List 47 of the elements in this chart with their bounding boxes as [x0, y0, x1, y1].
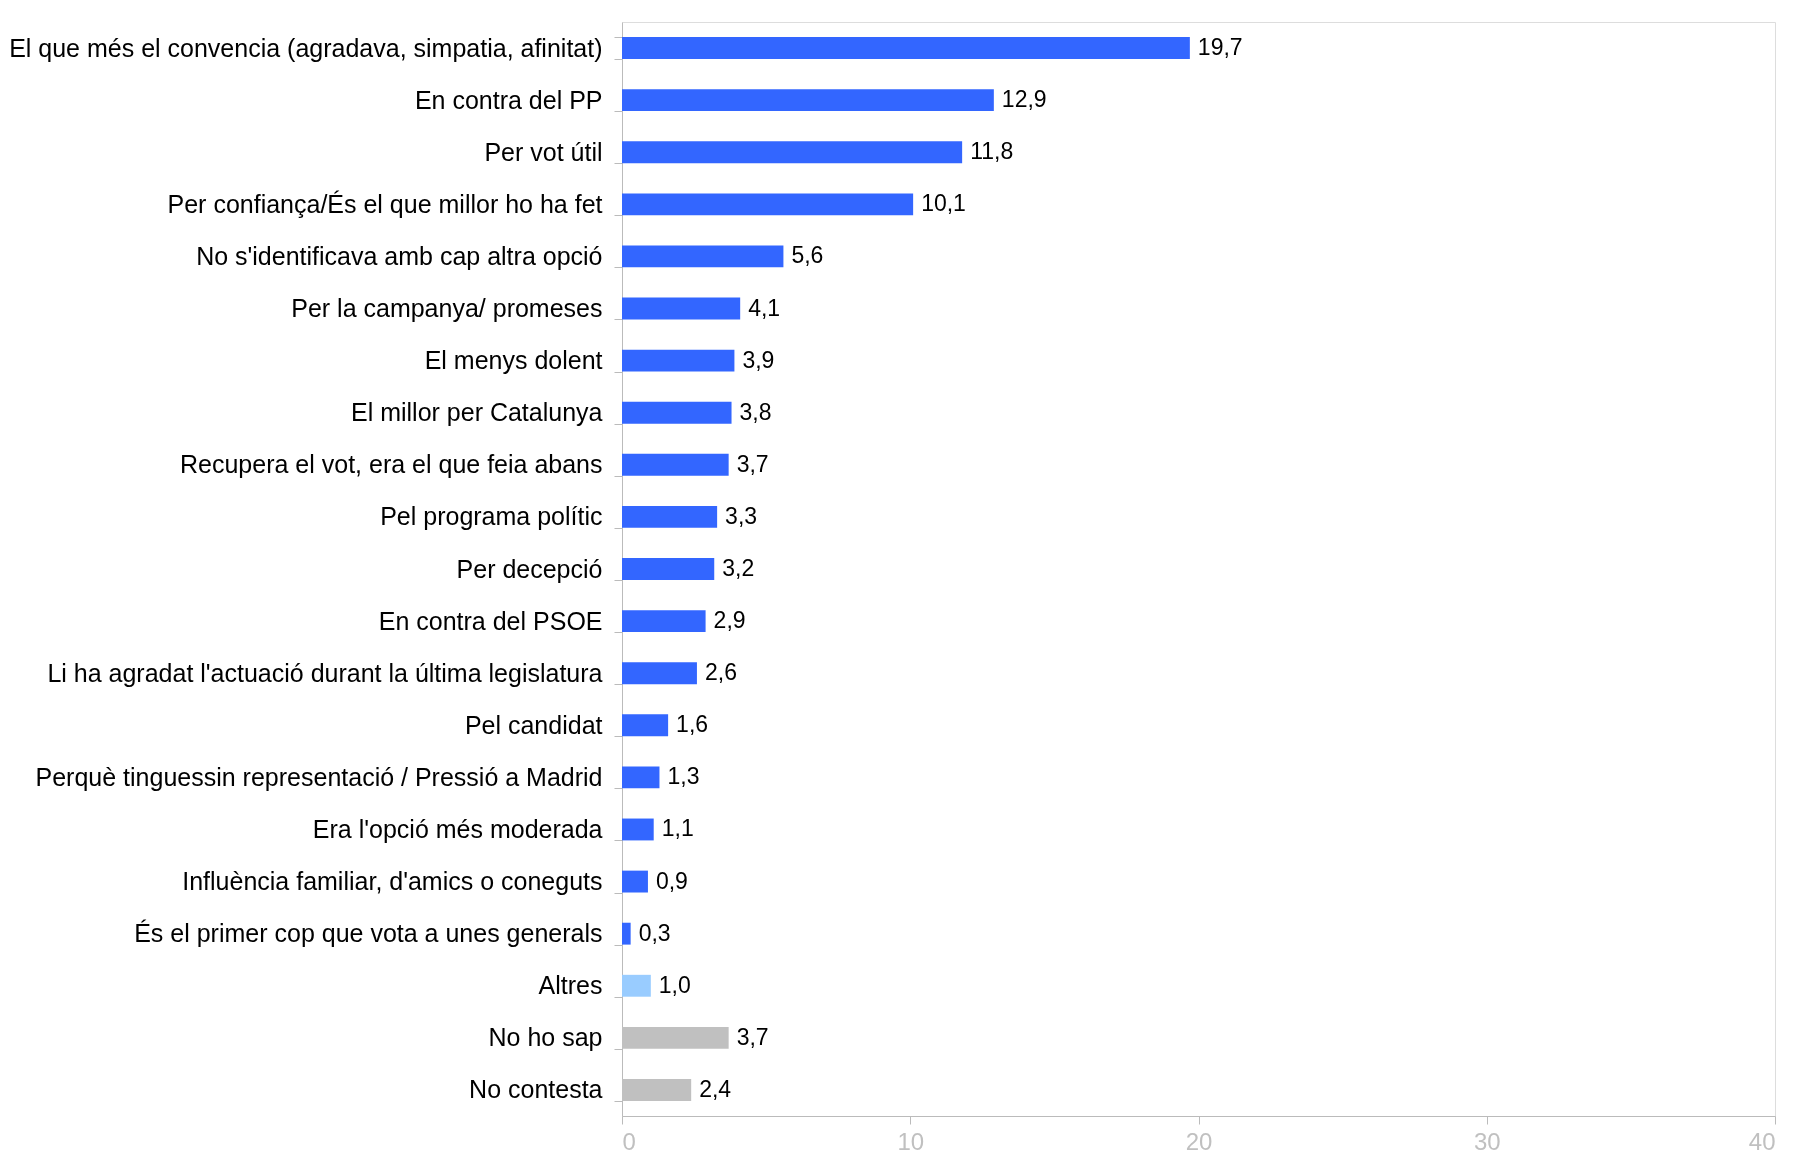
data-label: 4,1 — [748, 294, 781, 321]
data-label: 11,8 — [970, 138, 1014, 165]
data-label: 0,3 — [638, 919, 671, 946]
x-tick-label: 10 — [897, 1127, 925, 1155]
y-tick-label: Era l'opció més moderada — [312, 814, 603, 843]
y-tick-label: El que més el convencia (agradava, simpatia, afinitat) — [9, 33, 603, 62]
y-tick-label: Per la campanya/ promeses — [291, 294, 603, 323]
y-tick-label: Per confiança/És el que millor ho ha fet — [167, 189, 603, 218]
data-label: 3,9 — [742, 346, 775, 373]
data-label: 3,7 — [736, 450, 769, 477]
data-label: 0,9 — [655, 867, 688, 894]
y-tick-label: És el primer cop que vota a unes generals — [134, 919, 603, 948]
x-tick-label: 30 — [1473, 1127, 1501, 1155]
data-label: 12,9 — [1001, 86, 1047, 113]
y-tick-label: Li ha agradat l'actuació durant la última legislatura — [47, 658, 603, 687]
data-label: 10,1 — [921, 190, 966, 217]
data-label: 2,6 — [704, 659, 737, 686]
data-label: 2,9 — [713, 607, 746, 634]
x-tick-label: 20 — [1185, 1127, 1213, 1155]
y-tick-label: En contra del PSOE — [378, 606, 603, 635]
y-tick-label: No contesta — [469, 1075, 603, 1104]
y-tick-label: No ho sap — [488, 1023, 603, 1052]
y-tick-label: Per decepció — [456, 554, 603, 583]
data-label: 3,2 — [722, 555, 755, 581]
y-tick-label: En contra del PP — [414, 85, 603, 114]
y-tick-label: Per vot útil — [484, 137, 603, 166]
y-tick-label: Recupera el vot, era el que feia abans — [180, 450, 603, 479]
data-label: 1,1 — [661, 815, 694, 842]
y-tick-label: Altres — [538, 971, 603, 1000]
data-label: 3,8 — [739, 398, 772, 425]
y-tick-label: Perquè tinguessin representació / Pressió a Madrid — [35, 762, 603, 791]
y-tick-label: El millor per Catalunya — [351, 398, 603, 427]
data-label: 5,6 — [791, 242, 824, 269]
data-label: 19,7 — [1197, 34, 1243, 61]
y-tick-label: Pel candidat — [464, 710, 603, 739]
x-tick-label: 0 — [622, 1127, 636, 1155]
data-label: 1,6 — [676, 711, 709, 738]
y-tick-label: Influència familiar, d'amics o coneguts — [182, 867, 603, 896]
data-label: 2,4 — [699, 1075, 732, 1102]
data-label: 3,3 — [725, 502, 758, 529]
data-label: 1,0 — [658, 971, 691, 998]
data-label: 3,7 — [736, 1023, 769, 1050]
y-tick-label: No s'identificava amb cap altra opció — [196, 241, 603, 270]
data-label: 1,3 — [667, 763, 700, 790]
y-tick-label: Pel programa polític — [380, 502, 603, 531]
y-tick-label: El menys dolent — [424, 346, 603, 375]
x-tick-label: 40 — [1748, 1127, 1776, 1155]
